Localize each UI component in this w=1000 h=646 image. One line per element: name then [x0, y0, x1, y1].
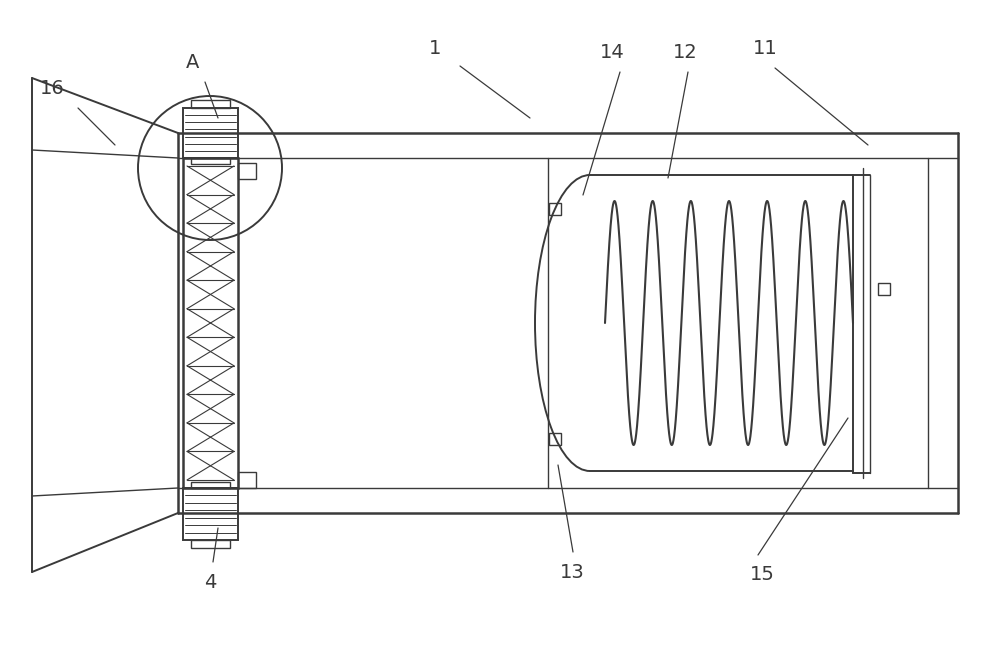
Text: 14: 14: [600, 43, 624, 61]
Text: 11: 11: [753, 39, 777, 57]
Bar: [191, 540, 230, 548]
Bar: [183, 158, 238, 488]
Bar: [183, 488, 238, 540]
Text: 16: 16: [40, 79, 64, 98]
Bar: [549, 203, 561, 215]
Text: 12: 12: [673, 43, 697, 61]
Bar: [238, 472, 256, 488]
Text: A: A: [186, 52, 200, 72]
Bar: [878, 283, 890, 295]
Bar: [191, 100, 230, 108]
Bar: [549, 433, 561, 445]
Bar: [191, 482, 230, 488]
Bar: [183, 108, 238, 158]
Bar: [191, 158, 230, 164]
Text: 15: 15: [750, 565, 774, 585]
Text: 4: 4: [204, 572, 216, 592]
Bar: [238, 163, 256, 179]
Text: 1: 1: [429, 39, 441, 57]
Text: 13: 13: [560, 563, 584, 581]
